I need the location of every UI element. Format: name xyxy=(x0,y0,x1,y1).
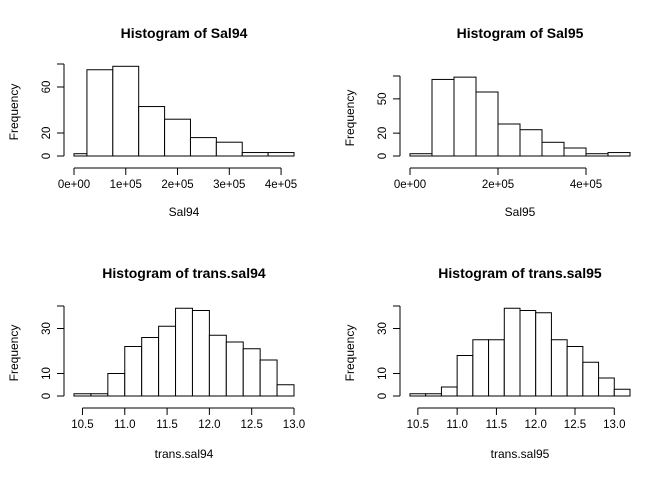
x-tick-label: 12.5 xyxy=(240,419,262,431)
histogram-bar xyxy=(241,152,269,157)
histogram-bar xyxy=(566,346,584,397)
chart-title: Histogram of Sal95 xyxy=(457,25,584,41)
chart-title: Histogram of trans.sal94 xyxy=(102,265,266,281)
y-tick-label: 20 xyxy=(377,127,389,140)
y-axis-label: Frequency xyxy=(7,325,21,382)
histogram-bar xyxy=(112,65,140,157)
x-tick-label: 12.0 xyxy=(198,419,220,431)
histogram-bar xyxy=(519,129,543,157)
histogram-bar xyxy=(431,78,455,157)
x-tick-label: 4e+05 xyxy=(570,179,602,191)
x-tick-label: 0e+00 xyxy=(394,179,426,191)
histogram-bar xyxy=(73,393,92,397)
histogram-bar xyxy=(497,123,521,157)
histogram-bar xyxy=(585,153,609,157)
y-axis-label: Frequency xyxy=(343,90,357,147)
histogram-bar xyxy=(503,307,521,397)
histogram-bar xyxy=(242,348,261,397)
histogram-bar xyxy=(138,106,166,157)
histogram-panel-2: 0e+00 2e+05 4e+05 0 20 50 Histogram of Sal95 Sa… xyxy=(343,25,631,219)
histogram-bar xyxy=(456,355,474,397)
y-tick-label: 50 xyxy=(377,92,389,105)
histogram-bar xyxy=(582,361,600,397)
histogram-bar xyxy=(550,339,568,397)
histogram-bar xyxy=(535,312,552,397)
x-tick-label: 12.5 xyxy=(564,419,586,431)
x-tick-label: 11.5 xyxy=(156,419,178,431)
histogram-bar xyxy=(425,393,442,397)
histogram-bar xyxy=(189,137,217,157)
histogram-panel-4: 10.5 11.0 11.5 12.0 12.5 13.0 0 10 30 Histogram o… xyxy=(343,265,631,461)
histogram-bar xyxy=(409,393,427,397)
histogram-bar xyxy=(472,339,490,397)
x-axis-label: Sal94 xyxy=(169,205,200,219)
histogram-bar xyxy=(259,359,278,397)
y-tick-label: 0 xyxy=(41,153,53,159)
histogram-bar xyxy=(488,339,505,397)
histogram-bar xyxy=(541,141,565,157)
histogram-bar xyxy=(267,152,295,157)
x-tick-label: 0e+00 xyxy=(58,179,90,191)
y-axis-label: Frequency xyxy=(343,325,357,382)
histogram-bar xyxy=(519,310,537,397)
x-tick-label: 11.5 xyxy=(486,419,508,431)
y-tick-label: 30 xyxy=(41,322,53,335)
histogram-bar xyxy=(475,91,499,157)
y-tick-label: 60 xyxy=(41,81,53,94)
y-tick-label: 10 xyxy=(377,367,389,380)
histogram-bar xyxy=(409,153,433,157)
y-tick-label: 20 xyxy=(41,127,53,140)
histogram-panel-3: 10.5 11.0 11.5 12.0 12.5 13.0 0 10 30 Histogram o… xyxy=(7,265,305,461)
histogram-bar xyxy=(225,341,244,397)
x-tick-label: 11.0 xyxy=(446,419,468,431)
histogram-bar xyxy=(276,384,295,397)
histogram-bar xyxy=(215,141,243,157)
y-tick-label: 10 xyxy=(41,367,53,380)
x-tick-label: 1e+05 xyxy=(110,179,142,191)
histogram-bar xyxy=(73,153,88,157)
histogram-bar xyxy=(453,76,477,157)
x-axis-label: Sal95 xyxy=(505,205,536,219)
x-axis-label: trans.sal94 xyxy=(155,447,214,461)
x-tick-label: 11.0 xyxy=(114,419,136,431)
histogram-bar xyxy=(598,377,615,397)
histogram-bar xyxy=(563,147,587,157)
histogram-panel-1: 0e+00 1e+05 2e+05 3e+05 4e+05 0 20 60 Histogram … xyxy=(7,25,297,219)
histogram-bar xyxy=(158,325,177,397)
histogram-bar xyxy=(191,310,210,397)
y-tick-label: 0 xyxy=(377,153,389,159)
x-tick-label: 2e+05 xyxy=(161,179,193,191)
x-tick-label: 13.0 xyxy=(283,419,305,431)
x-tick-label: 10.5 xyxy=(407,419,429,431)
histogram-bar xyxy=(613,388,631,397)
histogram-bar xyxy=(208,334,227,397)
x-tick-label: 2e+05 xyxy=(482,179,514,191)
histogram-bar xyxy=(607,152,631,157)
chart-title: Histogram of Sal94 xyxy=(121,25,248,41)
x-tick-label: 12.0 xyxy=(525,419,547,431)
x-tick-label: 3e+05 xyxy=(213,179,245,191)
x-tick-label: 10.5 xyxy=(71,419,93,431)
histogram-bar xyxy=(141,337,160,397)
histogram-bar xyxy=(440,386,458,397)
histogram-bar xyxy=(164,118,191,157)
x-tick-label: 13.0 xyxy=(603,419,625,431)
histogram-bar xyxy=(90,393,109,397)
y-tick-label: 0 xyxy=(377,393,389,399)
x-axis-label: trans.sal95 xyxy=(491,447,550,461)
x-tick-label: 4e+05 xyxy=(265,179,297,191)
y-tick-label: 30 xyxy=(377,322,389,335)
histogram-bar xyxy=(107,373,126,397)
chart-title: Histogram of trans.sal95 xyxy=(438,265,602,281)
histogram-bar xyxy=(124,346,143,397)
y-tick-label: 0 xyxy=(41,393,53,399)
histogram-bar xyxy=(175,307,193,397)
y-axis-label: Frequency xyxy=(7,84,21,141)
histogram-bar xyxy=(86,69,114,157)
